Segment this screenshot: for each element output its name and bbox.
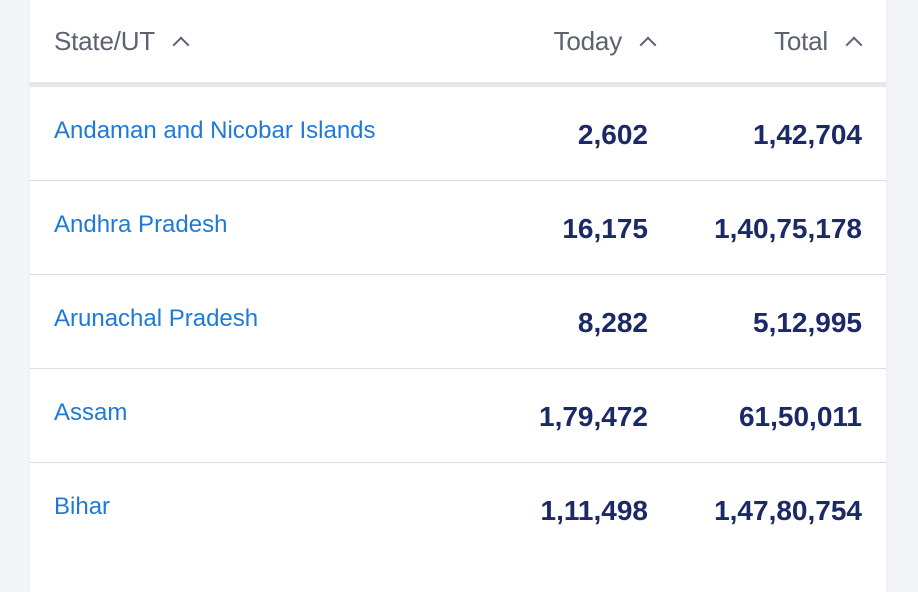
state-link[interactable]: Assam: [54, 399, 128, 426]
table-row: Assam 1,79,472 61,50,011: [30, 369, 886, 463]
state-link[interactable]: Andhra Pradesh: [54, 211, 228, 238]
total-value: 1,42,704: [753, 119, 862, 150]
table-row: Bihar 1,11,498 1,47,80,754: [30, 463, 886, 556]
sort-total-header[interactable]: Total: [774, 0, 863, 82]
table-row: Andaman and Nicobar Islands 2,602 1,42,7…: [30, 87, 886, 181]
total-value: 61,50,011: [738, 401, 862, 432]
table-row: Andhra Pradesh 16,175 1,40,75,178: [30, 181, 886, 275]
today-value: 1,11,498: [540, 495, 648, 526]
today-value: 2,602: [577, 119, 648, 150]
state-table: State/UT Today Total Andaman and Nicobar…: [30, 0, 886, 592]
table-row: Arunachal Pradesh 8,282 5,12,995: [30, 275, 886, 369]
today-value: 16,175: [562, 213, 648, 244]
sort-today-header[interactable]: Today: [553, 0, 657, 82]
total-value: 5,12,995: [753, 307, 862, 338]
table-header: State/UT Today Total: [30, 0, 886, 87]
total-header-label: Total: [774, 25, 828, 56]
today-header-label: Today: [553, 25, 623, 56]
state-link[interactable]: Andaman and Nicobar Islands: [54, 117, 376, 144]
state-header-label: State/UT: [54, 25, 155, 56]
total-value: 1,40,75,178: [714, 213, 862, 244]
today-value: 1,79,472: [539, 401, 648, 432]
state-link[interactable]: Arunachal Pradesh: [54, 305, 259, 332]
chevron-up-icon: [845, 36, 863, 54]
chevron-up-icon: [639, 36, 657, 54]
today-value: 8,282: [577, 307, 648, 338]
chevron-up-icon: [172, 36, 190, 54]
state-link[interactable]: Bihar: [54, 493, 111, 520]
total-value: 1,47,80,754: [714, 495, 862, 526]
sort-state-header[interactable]: State/UT: [54, 0, 190, 82]
